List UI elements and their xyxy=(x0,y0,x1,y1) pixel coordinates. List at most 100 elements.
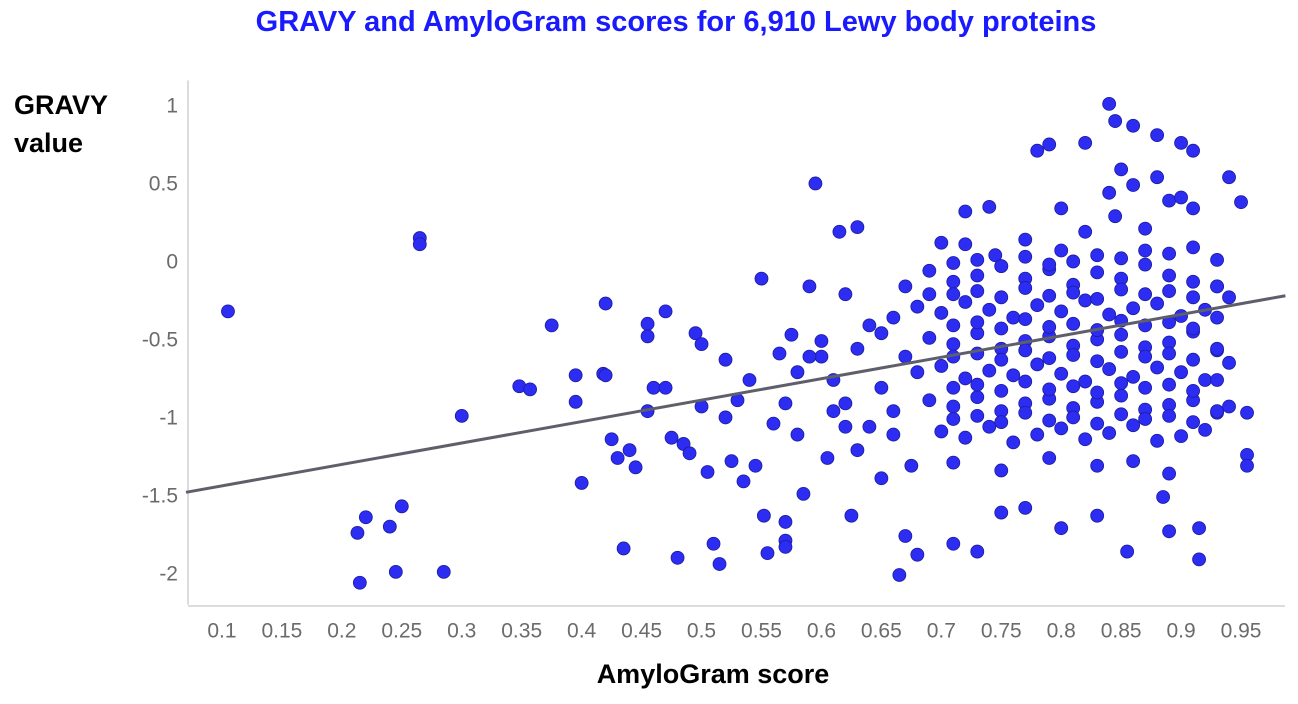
point xyxy=(1054,304,1069,319)
point xyxy=(910,365,925,380)
point xyxy=(1006,435,1021,450)
point xyxy=(850,341,865,356)
point xyxy=(598,296,613,311)
point xyxy=(838,419,853,434)
point xyxy=(862,318,877,333)
point xyxy=(1210,341,1224,356)
point xyxy=(658,304,673,319)
point xyxy=(1162,346,1177,361)
point xyxy=(1210,310,1224,325)
y-tick-label: -1 xyxy=(159,407,178,430)
point xyxy=(946,274,961,289)
point xyxy=(1090,291,1105,306)
y-tick-label: 1 xyxy=(166,95,178,118)
point xyxy=(850,220,865,235)
point xyxy=(1150,170,1165,185)
point xyxy=(1018,374,1033,389)
point xyxy=(994,352,1009,367)
point xyxy=(1114,251,1129,266)
point xyxy=(388,564,403,579)
point xyxy=(568,394,583,409)
point xyxy=(1066,316,1081,331)
point xyxy=(934,235,949,250)
point xyxy=(700,465,715,479)
point xyxy=(1108,209,1123,224)
point xyxy=(1138,257,1153,272)
point xyxy=(622,443,637,458)
point xyxy=(640,316,655,331)
point xyxy=(358,510,373,525)
point xyxy=(814,334,829,348)
point xyxy=(1054,366,1069,381)
point xyxy=(436,564,451,579)
point xyxy=(724,454,739,468)
point xyxy=(886,427,901,442)
point xyxy=(694,337,709,352)
point xyxy=(970,377,985,392)
point xyxy=(958,430,973,445)
point xyxy=(778,539,793,554)
point xyxy=(670,550,685,565)
point xyxy=(1042,288,1057,303)
point xyxy=(1042,257,1057,272)
point xyxy=(1192,552,1206,567)
point xyxy=(754,271,769,286)
point xyxy=(808,176,823,191)
point xyxy=(946,412,961,426)
point xyxy=(898,349,913,364)
point xyxy=(982,363,997,378)
point xyxy=(748,458,763,473)
point xyxy=(988,248,1003,263)
point xyxy=(1162,193,1177,208)
point xyxy=(946,399,961,414)
point xyxy=(922,263,937,278)
point xyxy=(1186,274,1200,289)
point xyxy=(1042,137,1057,152)
point xyxy=(568,368,583,383)
point xyxy=(946,256,961,270)
point xyxy=(982,199,997,214)
point xyxy=(1210,252,1224,267)
point xyxy=(970,390,985,405)
point xyxy=(1174,135,1188,150)
point xyxy=(904,458,919,473)
point xyxy=(862,419,877,434)
point xyxy=(1186,240,1200,255)
chart-title: GRAVY and AmyloGram scores for 6,910 Lew… xyxy=(255,6,1097,38)
point xyxy=(1090,508,1105,523)
point xyxy=(1210,404,1224,419)
point xyxy=(1030,357,1045,372)
point xyxy=(970,284,985,298)
point xyxy=(1114,388,1129,403)
point xyxy=(1210,373,1224,387)
x-tick-label: 0.5 xyxy=(687,620,716,643)
point xyxy=(826,404,841,419)
y-tick-label: -2 xyxy=(159,563,178,586)
point xyxy=(1138,349,1153,364)
point xyxy=(778,515,793,529)
point xyxy=(910,299,925,314)
point xyxy=(1162,466,1177,481)
point xyxy=(544,318,559,333)
point xyxy=(1162,284,1177,298)
y-tick-label: -1.5 xyxy=(142,485,178,508)
point xyxy=(1042,351,1057,366)
point xyxy=(772,346,787,361)
point xyxy=(934,306,949,320)
point xyxy=(970,408,985,423)
point xyxy=(1162,377,1177,392)
point xyxy=(1090,265,1105,280)
point xyxy=(1102,426,1117,440)
point xyxy=(1174,190,1188,205)
point xyxy=(1054,521,1069,536)
point xyxy=(1102,362,1117,376)
point xyxy=(1240,405,1254,420)
point xyxy=(1078,135,1093,150)
y-tick-label: -0.5 xyxy=(142,329,178,352)
y-tick-label: 0 xyxy=(166,251,178,274)
point xyxy=(1186,290,1200,305)
point xyxy=(1150,296,1165,311)
point xyxy=(802,349,817,364)
